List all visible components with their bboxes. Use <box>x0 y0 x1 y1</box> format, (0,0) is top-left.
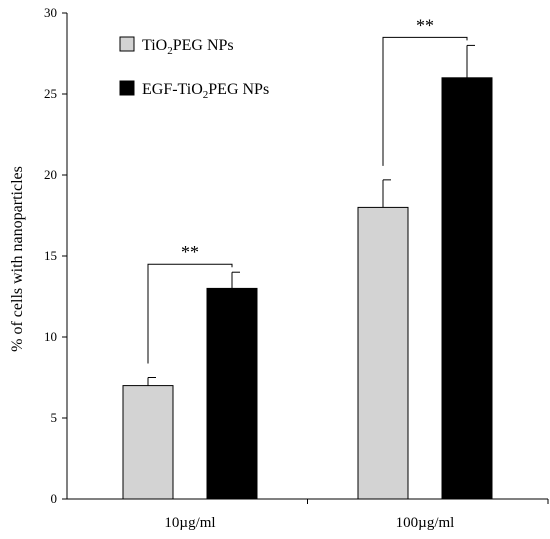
bar-egf-tio2peg-0 <box>206 287 258 500</box>
legend-swatch <box>119 36 135 52</box>
y-tick-label: 0 <box>51 491 58 506</box>
x-category-label: 10µg/ml <box>164 515 215 531</box>
y-axis-label: % of cells with nanoparticles <box>9 166 26 352</box>
significance-label: ** <box>181 242 199 262</box>
significance-brackets: ** ** <box>147 15 468 364</box>
y-tick-label: 10 <box>44 329 57 344</box>
bracket-line <box>382 36 468 166</box>
x-axis-categories: 10µg/ml 100µg/ml <box>164 515 454 531</box>
bar-tio2peg-0 <box>122 385 174 500</box>
bars <box>122 77 493 500</box>
significance-bracket: ** <box>382 15 468 166</box>
y-tick-label: 20 <box>44 167 57 182</box>
significance-label: ** <box>416 15 434 35</box>
y-tick-label: 5 <box>51 410 58 425</box>
significance-bracket: ** <box>147 242 233 364</box>
legend-entry: EGF-TiO2PEG NPs <box>142 81 269 101</box>
bracket-line <box>147 263 233 364</box>
legend: TiO2PEG NPs EGF-TiO2PEG NPs <box>119 36 269 101</box>
y-tick-label: 25 <box>44 86 57 101</box>
bar-egf-tio2peg-1 <box>441 77 493 500</box>
bar-tio2peg-1 <box>357 206 409 500</box>
y-axis-ticks: 0 5 10 15 20 25 30 <box>44 5 67 506</box>
y-tick-label: 30 <box>44 5 57 20</box>
x-category-label: 100µg/ml <box>396 515 455 531</box>
legend-entry: TiO2PEG NPs <box>142 37 234 57</box>
y-tick-label: 15 <box>44 248 57 263</box>
legend-swatch <box>119 80 135 96</box>
error-bars <box>147 44 475 386</box>
